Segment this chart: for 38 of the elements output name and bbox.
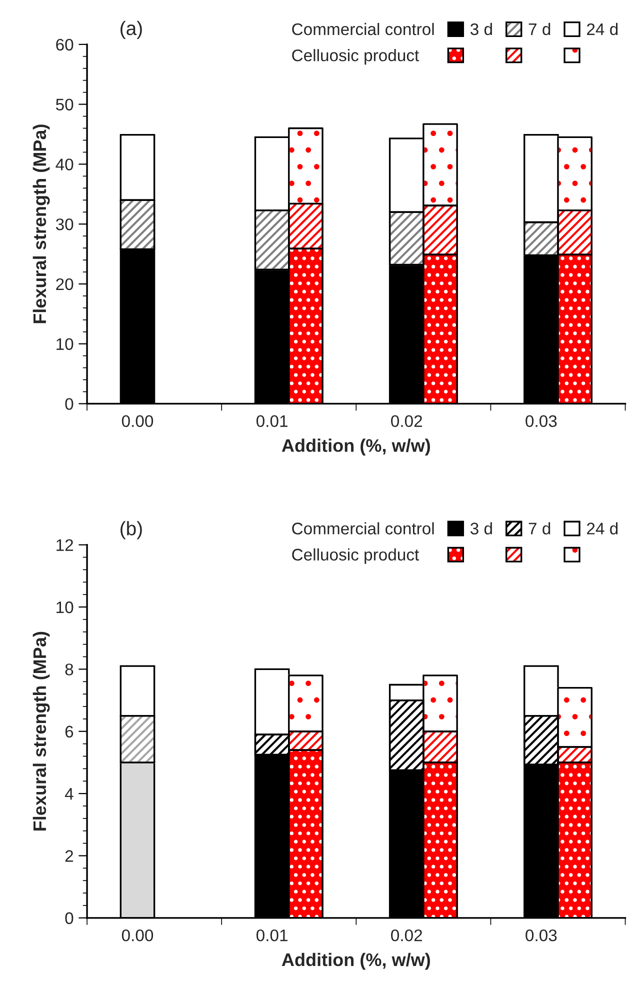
legend-label: 3 d <box>470 22 492 36</box>
y-tick-label: 40 <box>56 158 74 170</box>
y-tick-label: 0 <box>65 398 74 410</box>
x-tick-label: 0.02 <box>391 415 422 428</box>
y-tick-label: 0 <box>65 912 74 924</box>
legend-label: 24 d <box>587 22 618 36</box>
y-tick-label: 30 <box>56 218 74 230</box>
x-axis-title: Addition (%, w/w) <box>282 952 430 970</box>
y-tick-label: 4 <box>64 788 74 800</box>
y-axis-title: Flexural strength (MPa) <box>32 632 50 830</box>
y-tick-label: 10 <box>56 601 74 614</box>
x-tick-label: 0.02 <box>391 929 422 942</box>
y-tick-label: 60 <box>56 38 74 51</box>
x-tick-label: 0.01 <box>256 415 288 428</box>
legend-label: 7 d <box>528 22 550 36</box>
y-tick-label: 6 <box>65 726 74 738</box>
y-tick-label: 12 <box>56 539 74 551</box>
chart-title: (a) <box>120 20 142 40</box>
text: Commercial control <box>292 22 434 36</box>
legend-label: 7 d <box>528 522 550 534</box>
legend-label: 3 d <box>470 522 492 534</box>
x-tick-label: 0.01 <box>256 929 288 942</box>
x-axis-title: Addition (%, w/w) <box>282 438 430 456</box>
x-tick-label: 0.03 <box>526 415 557 428</box>
y-tick-label: 10 <box>56 338 74 350</box>
y-axis-title: Flexural strength (MPa) <box>32 124 50 324</box>
text: Commercial control <box>292 522 434 534</box>
annotation: Celluosic product <box>292 49 420 65</box>
y-tick-label: 8 <box>65 664 74 676</box>
y-tick-label: 2 <box>65 850 74 862</box>
y-tick-label: 50 <box>56 98 74 110</box>
x-tick-label: 0.00 <box>122 415 154 428</box>
chart-title: (b) <box>120 521 142 540</box>
x-tick-label: 0.03 <box>526 929 557 942</box>
x-tick-label: 0.00 <box>122 929 154 942</box>
legend-label: 24 d <box>587 522 618 534</box>
annotation: Celluosic product <box>292 548 420 564</box>
y-tick-label: 20 <box>56 278 74 290</box>
